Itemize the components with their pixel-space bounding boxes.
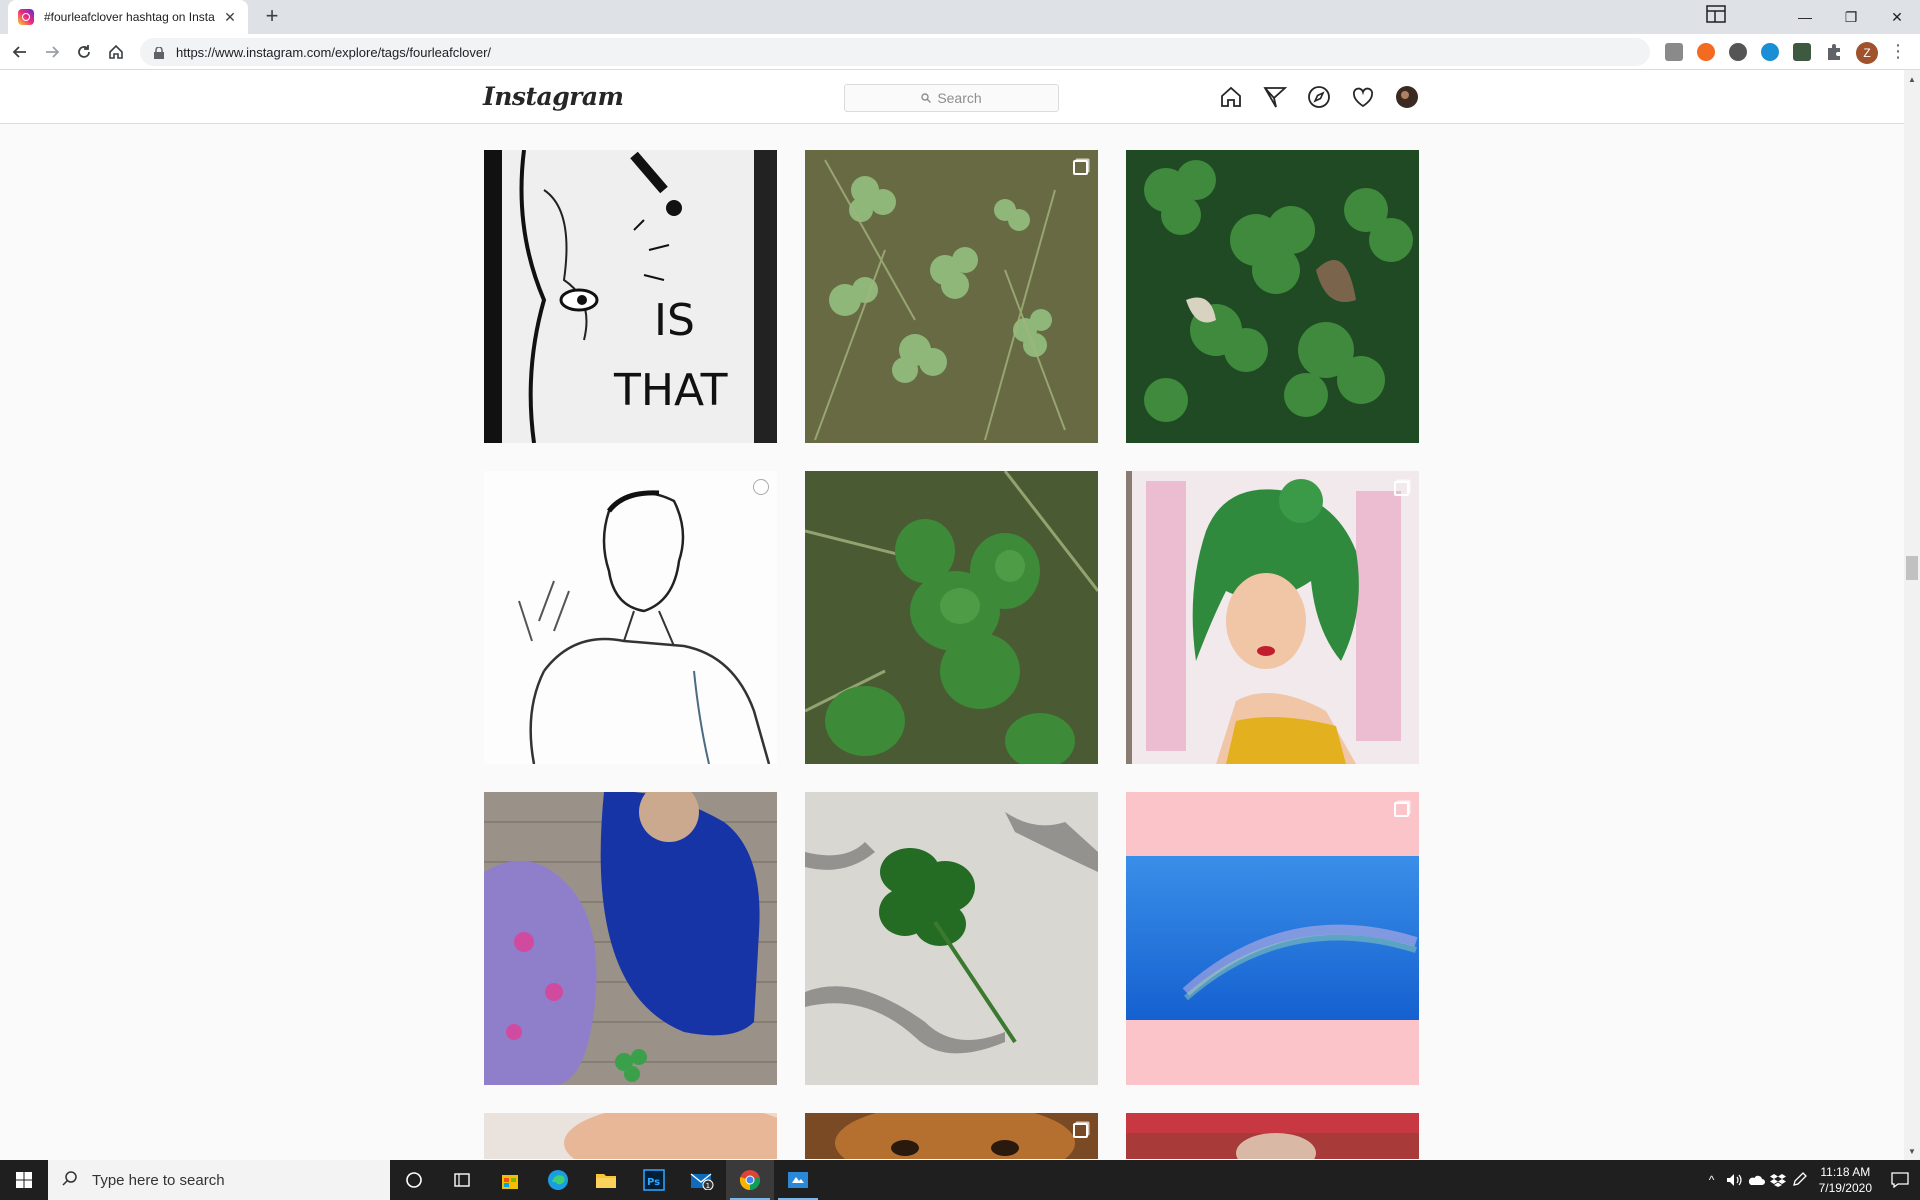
tab-close-button[interactable]: ✕ xyxy=(224,8,236,25)
profile-avatar[interactable]: Z xyxy=(1856,42,1878,64)
remote-app-icon[interactable] xyxy=(774,1160,822,1200)
edge-browser-icon[interactable] xyxy=(534,1160,582,1200)
post-tile[interactable]: IS THAT xyxy=(484,150,777,443)
scroll-down-arrow-icon[interactable]: ▼ xyxy=(1908,1147,1916,1156)
system-clock[interactable]: 11:18 AM 7/19/2020 xyxy=(1811,1164,1880,1196)
post-tile[interactable] xyxy=(484,471,777,764)
show-hidden-icons-chevron-icon[interactable]: ^ xyxy=(1708,1173,1715,1187)
window-controls: — ❐ ✕ xyxy=(1782,0,1920,34)
home-icon[interactable] xyxy=(104,40,128,64)
cortana-icon[interactable] xyxy=(390,1160,438,1200)
page-scrollbar[interactable] xyxy=(1904,70,1920,1160)
photoshop-icon[interactable]: Ps xyxy=(630,1160,678,1200)
drawing-text-that: THAT xyxy=(613,365,728,416)
multiple-posts-icon xyxy=(1394,481,1409,496)
task-view-icon[interactable] xyxy=(438,1160,486,1200)
restore-button[interactable]: ❐ xyxy=(1844,8,1858,25)
mail-icon[interactable]: 1 xyxy=(678,1160,726,1200)
drawing-text-is: IS xyxy=(654,295,695,346)
post-tile[interactable] xyxy=(1126,792,1419,1085)
scroll-up-arrow-icon[interactable]: ▲ xyxy=(1908,75,1916,84)
extension-g-icon[interactable] xyxy=(1665,43,1683,61)
tab-search-icon[interactable] xyxy=(1706,5,1730,27)
video-badge-icon xyxy=(753,479,769,495)
post-tile[interactable] xyxy=(484,1113,777,1159)
direct-message-icon[interactable] xyxy=(1263,85,1288,109)
instagram-logo[interactable]: Instagram xyxy=(483,82,624,111)
multiple-posts-icon xyxy=(1073,160,1088,175)
volume-icon[interactable] xyxy=(1723,1160,1745,1200)
search-placeholder: Search xyxy=(937,90,982,106)
system-tray: ^ 11:18 AM 7/19/2020 xyxy=(1701,1160,1920,1200)
clock-date: 7/19/2020 xyxy=(1818,1181,1872,1195)
post-tile[interactable] xyxy=(484,792,777,1085)
pen-ink-icon[interactable] xyxy=(1789,1160,1811,1200)
onedrive-cloud-icon[interactable] xyxy=(1745,1160,1767,1200)
mail-badge-count: 1 xyxy=(706,1182,710,1190)
post-tile[interactable] xyxy=(805,150,1098,443)
chrome-taskbar-icon[interactable] xyxy=(726,1160,774,1200)
tab-title: #fourleafclover hashtag on Insta xyxy=(44,10,215,24)
post-tile[interactable] xyxy=(805,792,1098,1085)
minimize-button[interactable]: — xyxy=(1798,9,1812,25)
extension-orange-icon[interactable] xyxy=(1697,43,1715,61)
lock-icon xyxy=(154,46,164,59)
post-tile[interactable] xyxy=(1126,471,1419,764)
new-tab-button[interactable]: + xyxy=(265,3,279,28)
browser-menu-icon[interactable]: ⋮ xyxy=(1889,41,1907,61)
extension-green-icon[interactable] xyxy=(1793,43,1811,61)
browser-tab-bar: #fourleafclover hashtag on Insta ✕ + — ❐… xyxy=(0,0,1920,34)
back-arrow-icon[interactable] xyxy=(8,40,32,64)
taskbar-search-placeholder: Type here to search xyxy=(92,1171,225,1189)
forward-arrow-icon[interactable] xyxy=(40,40,64,64)
windows-taskbar: Type here to search Ps 1 ^ xyxy=(0,1160,1920,1200)
post-tile[interactable] xyxy=(1126,1113,1419,1159)
microsoft-store-icon[interactable] xyxy=(486,1160,534,1200)
url-text: https://www.instagram.com/explore/tags/f… xyxy=(176,44,492,60)
explore-compass-icon[interactable] xyxy=(1307,85,1331,109)
reload-icon[interactable] xyxy=(72,40,96,64)
svg-text:Ps: Ps xyxy=(647,1177,660,1188)
post-tile[interactable] xyxy=(805,471,1098,764)
extension-blue-icon[interactable] xyxy=(1761,43,1779,61)
extension-circle-icon[interactable] xyxy=(1729,43,1747,61)
clock-time: 11:18 AM xyxy=(1820,1165,1871,1179)
instagram-header: Instagram Search xyxy=(0,70,1904,124)
home-nav-icon[interactable] xyxy=(1219,85,1243,109)
address-bar[interactable]: https://www.instagram.com/explore/tags/f… xyxy=(140,38,1650,66)
notification-center-icon[interactable] xyxy=(1880,1160,1920,1200)
extensions-puzzle-icon[interactable] xyxy=(1825,43,1843,61)
dropbox-icon[interactable] xyxy=(1767,1160,1789,1200)
multiple-posts-icon xyxy=(1073,1123,1088,1138)
search-icon xyxy=(921,90,932,106)
browser-toolbar: https://www.instagram.com/explore/tags/f… xyxy=(0,34,1920,70)
post-tile[interactable] xyxy=(805,1113,1098,1159)
post-tile[interactable] xyxy=(1126,150,1419,443)
profile-avatar-icon[interactable] xyxy=(1395,85,1419,109)
taskbar-search-input[interactable]: Type here to search xyxy=(48,1160,390,1200)
multiple-posts-icon xyxy=(1394,802,1409,817)
file-explorer-icon[interactable] xyxy=(582,1160,630,1200)
windows-start-icon[interactable] xyxy=(0,1160,48,1200)
taskbar-search-icon xyxy=(62,1170,78,1190)
search-input[interactable]: Search xyxy=(844,84,1059,112)
activity-heart-icon[interactable] xyxy=(1351,85,1375,109)
instagram-favicon-icon xyxy=(18,9,34,25)
scrollbar-thumb[interactable] xyxy=(1906,556,1918,580)
browser-tab[interactable]: #fourleafclover hashtag on Insta ✕ xyxy=(8,0,248,34)
close-window-button[interactable]: ✕ xyxy=(1891,8,1903,25)
